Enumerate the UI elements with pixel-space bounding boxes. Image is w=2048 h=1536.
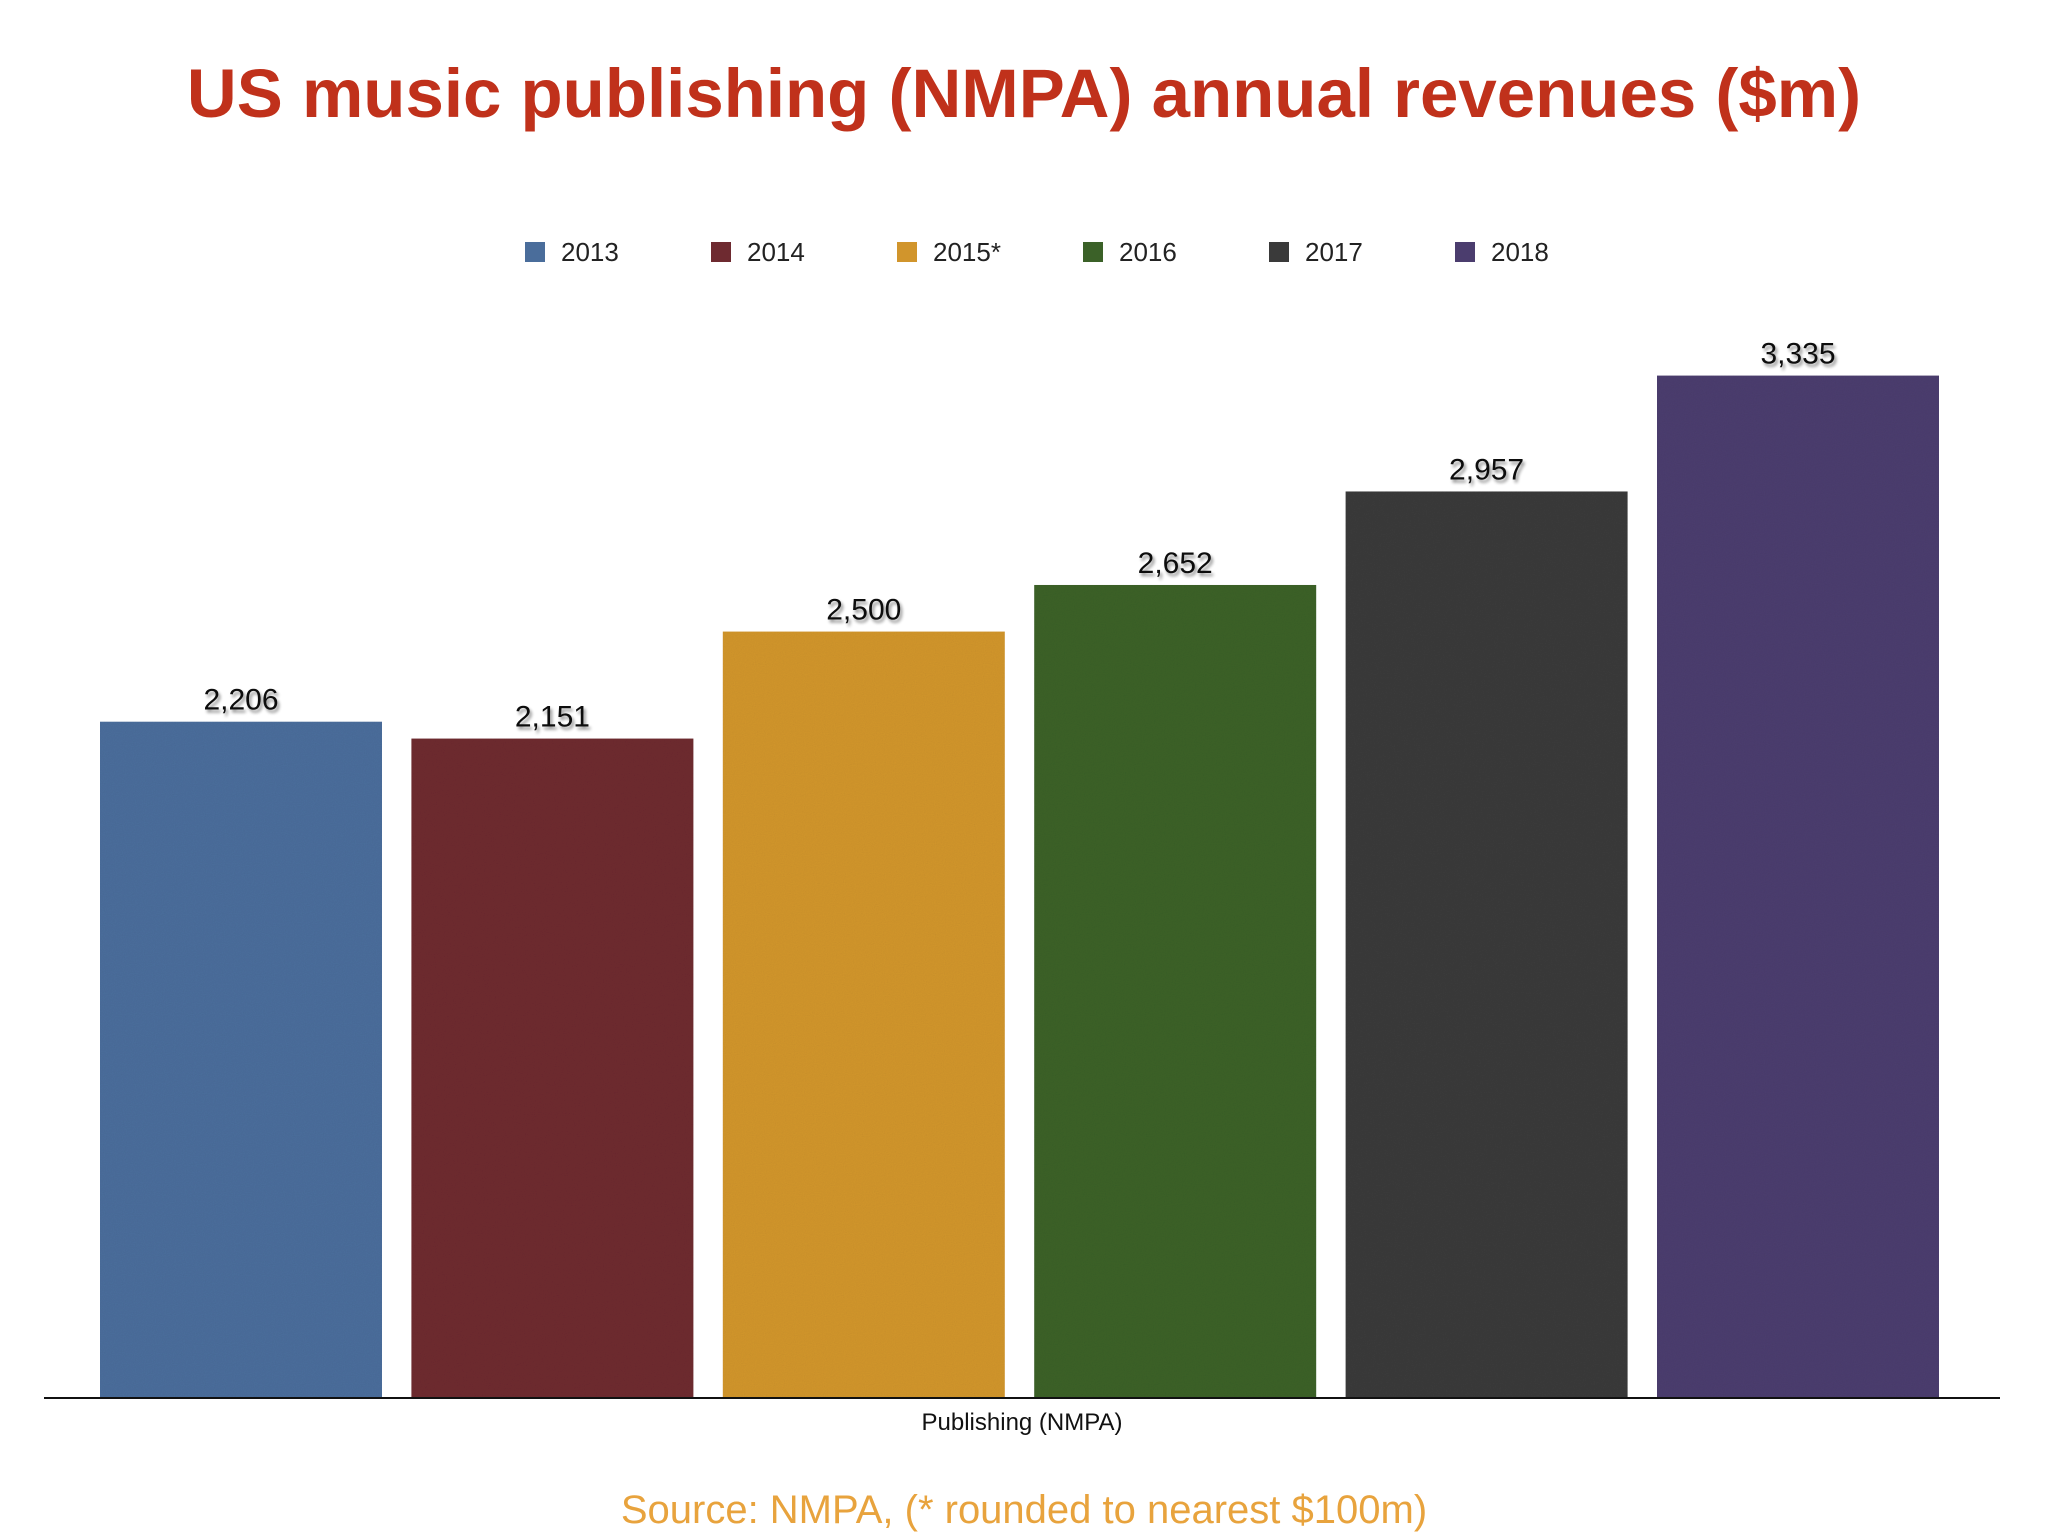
legend-item-2017: 2017 bbox=[1269, 234, 1363, 270]
data-label-2013: 2,206 bbox=[203, 684, 278, 717]
legend-item-2016: 2016 bbox=[1083, 234, 1177, 270]
legend-item-2015: 2015* bbox=[897, 234, 1001, 270]
source-note: Source: NMPA, (* rounded to nearest $100… bbox=[620, 1488, 1428, 1532]
data-labels-layer: 2,206 2,151 2,500 2,652 2,957 3,335 bbox=[203, 338, 1835, 734]
legend-item-2014: 2014 bbox=[711, 234, 805, 270]
legend-label: 2018 bbox=[1491, 236, 1549, 267]
data-label-2018: 3,335 bbox=[1760, 338, 1835, 371]
bar-2018 bbox=[1657, 375, 1939, 1398]
legend-swatch bbox=[1083, 242, 1103, 262]
bar-2015 bbox=[722, 631, 1005, 1398]
bars-layer bbox=[100, 375, 1939, 1399]
data-label-2016: 2,652 bbox=[1138, 547, 1213, 580]
chart-title: US music publishing (NMPA) annual revenu… bbox=[186, 55, 1862, 132]
bar-2017 bbox=[1345, 491, 1628, 1399]
legend-label: 2015* bbox=[933, 236, 1001, 267]
legend-swatch bbox=[711, 242, 731, 262]
legend-label: 2014 bbox=[747, 236, 805, 267]
legend-swatch bbox=[897, 242, 917, 262]
legend-item-2018: 2018 bbox=[1455, 234, 1549, 270]
data-label-2014: 2,151 bbox=[515, 701, 590, 734]
x-axis-category-label: Publishing (NMPA) bbox=[922, 1409, 1123, 1436]
legend-swatch bbox=[525, 242, 545, 262]
bar-2013 bbox=[100, 721, 382, 1398]
legend-swatch bbox=[1455, 242, 1475, 262]
bar-2014 bbox=[411, 738, 694, 1398]
legend-label: 2017 bbox=[1305, 236, 1363, 267]
bar-2016 bbox=[1034, 584, 1317, 1398]
data-label-2015: 2,500 bbox=[826, 594, 901, 627]
legend-swatch bbox=[1269, 242, 1289, 262]
data-label-2017: 2,957 bbox=[1449, 453, 1524, 486]
legend-item-2013: 2013 bbox=[525, 234, 619, 270]
chart-legend: 2013 2014 2015* 2016 2017 2018 bbox=[0, 234, 2048, 270]
legend-label: 2013 bbox=[561, 236, 619, 267]
legend-label: 2016 bbox=[1119, 236, 1177, 267]
